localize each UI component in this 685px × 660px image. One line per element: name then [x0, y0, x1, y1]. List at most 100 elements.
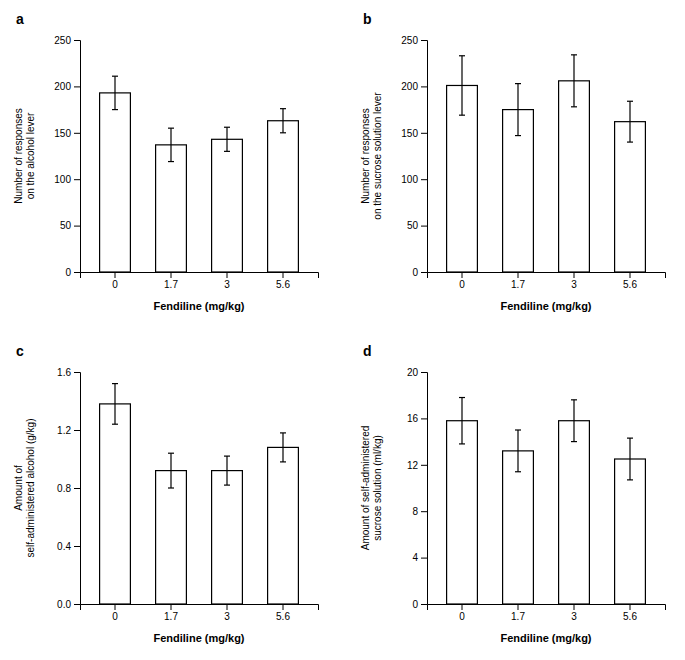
x-tick: 1.7 [164, 272, 178, 290]
x-axis-title: Fendiline (mg/kg) [153, 300, 244, 312]
error-bar-cap [280, 108, 286, 109]
y-tick: 100 [401, 174, 427, 185]
error-bar [168, 128, 174, 161]
x-tick: 3 [224, 272, 230, 290]
x-tick-mark [574, 604, 575, 610]
plot-area [100, 384, 299, 604]
y-tick-mark [421, 272, 427, 273]
error-bar [571, 55, 577, 107]
y-tick-mark [74, 40, 80, 41]
y-tick: 12 [407, 460, 427, 471]
x-tick-mark [283, 272, 284, 278]
error-bar-cap [571, 106, 577, 107]
x-tick: 5.6 [276, 604, 290, 622]
y-axis-title: Amount ofself-administered alcohol (g/kg… [13, 419, 36, 558]
bar [156, 145, 187, 272]
error-bar [515, 430, 521, 472]
error-bar-cap [280, 432, 286, 433]
x-tick-mark [227, 272, 228, 278]
y-tick-mark [74, 372, 80, 373]
error-bar [515, 84, 521, 136]
x-tick: 3 [571, 604, 577, 622]
error-bar [168, 453, 174, 488]
error-bar-stem [517, 430, 518, 472]
y-tick-label: 150 [401, 128, 418, 139]
x-tick: 3 [571, 272, 577, 290]
error-bar-cap [627, 438, 633, 439]
y-axis-line [74, 41, 81, 273]
y-tick-label: 100 [54, 174, 71, 185]
y-tick-label: 16 [407, 413, 419, 424]
y-tick-mark [421, 372, 427, 373]
y-tick-mark [421, 418, 427, 419]
x-axis-title: Fendiline (mg/kg) [500, 300, 591, 312]
y-tick: 200 [401, 81, 427, 92]
x-axis: 01.735.6 [81, 272, 319, 290]
error-bar [627, 101, 633, 142]
y-tick: 50 [407, 220, 427, 231]
error-bar-cap [224, 127, 230, 128]
x-tick-mark [518, 272, 519, 278]
error-bar-cap [459, 55, 465, 56]
error-bar-cap [459, 443, 465, 444]
error-bar-stem [114, 76, 115, 109]
x-axis-line [81, 605, 319, 611]
error-bar [224, 127, 230, 151]
bar [268, 447, 299, 604]
error-bar-cap [168, 128, 174, 129]
y-tick-mark [421, 511, 427, 512]
y-tick: 8 [412, 506, 427, 517]
y-tick-mark [421, 179, 427, 180]
error-bar-stem [114, 384, 115, 425]
x-axis-line [428, 273, 666, 279]
x-tick: 0 [112, 272, 118, 290]
x-axis-title: Fendiline (mg/kg) [500, 632, 591, 644]
x-tick-label: 3 [224, 611, 230, 622]
bar [100, 404, 131, 604]
x-tick-label: 5.6 [623, 611, 637, 622]
error-bar-cap [627, 141, 633, 142]
x-tick-mark [171, 272, 172, 278]
y-tick: 0 [65, 267, 80, 278]
y-tick: 100 [54, 174, 80, 185]
y-tick-label: 100 [401, 174, 418, 185]
x-tick-label: 1.7 [164, 279, 178, 290]
error-bar-cap [627, 101, 633, 102]
error-bar [571, 400, 577, 442]
error-bar-cap [168, 453, 174, 454]
bar [156, 471, 187, 604]
error-bar-stem [226, 456, 227, 485]
error-bar-stem [282, 433, 283, 462]
y-tick: 1.2 [57, 425, 80, 436]
y-tick-mark [74, 546, 80, 547]
x-axis: 01.735.6 [428, 272, 666, 290]
y-tick-label: 250 [401, 35, 418, 46]
error-bar [112, 76, 118, 109]
bar [447, 421, 478, 604]
x-tick-mark [171, 604, 172, 610]
y-tick-label: 1.2 [57, 425, 71, 436]
error-bar-cap [224, 151, 230, 152]
error-bar-cap [112, 383, 118, 384]
x-tick-mark [462, 604, 463, 610]
y-tick: 50 [60, 220, 80, 231]
y-axis-title-line: sucrose solution (ml/kg) [372, 435, 383, 541]
x-tick: 0 [459, 604, 465, 622]
y-tick: 1.6 [57, 367, 80, 378]
error-bar-stem [517, 84, 518, 136]
x-tick-mark [462, 272, 463, 278]
bar [212, 139, 243, 272]
error-bar-cap [571, 441, 577, 442]
x-tick-label: 0 [459, 611, 465, 622]
x-axis-title: Fendiline (mg/kg) [153, 632, 244, 644]
y-axis-title-line: Number of responses [13, 108, 24, 204]
y-tick: 0.0 [57, 599, 80, 610]
error-bar [459, 56, 465, 115]
y-tick-label: 0 [412, 599, 418, 610]
y-tick-label: 20 [407, 367, 419, 378]
y-tick-label: 200 [54, 81, 71, 92]
y-axis: 0.00.40.81.21.6 [57, 367, 80, 610]
y-tick: 4 [412, 552, 427, 563]
error-bar-cap [515, 429, 521, 430]
plot-area [447, 55, 646, 272]
